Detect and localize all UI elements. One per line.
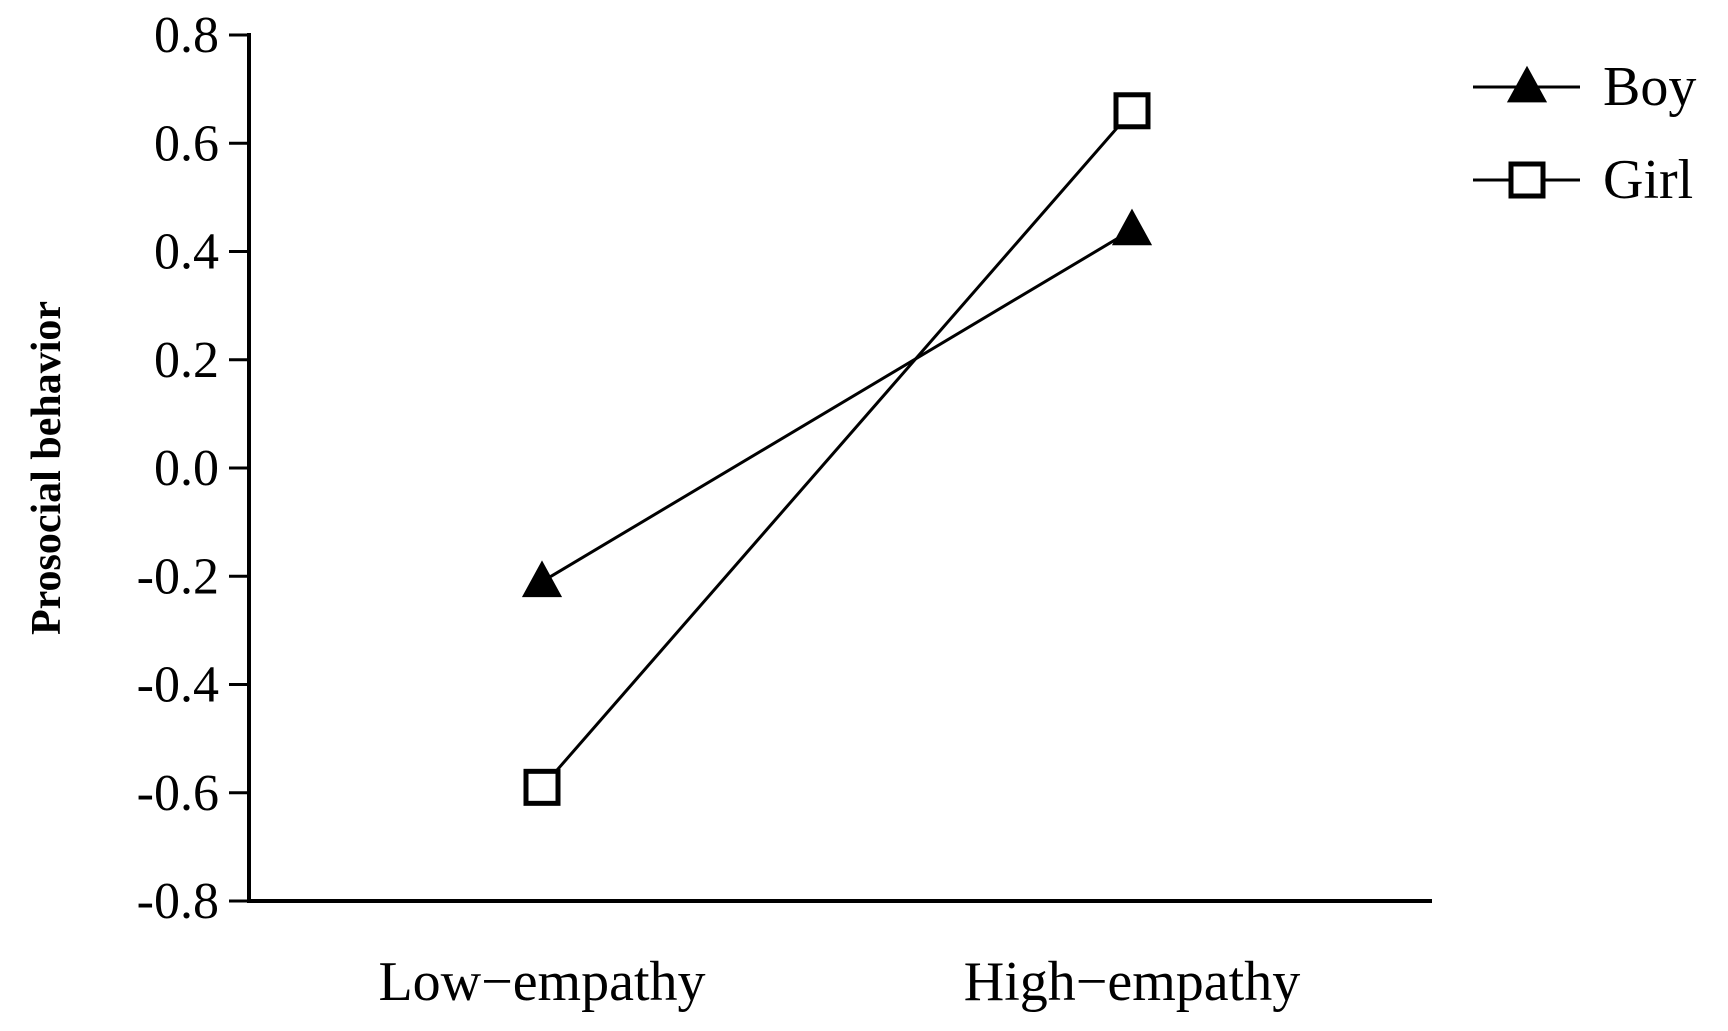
x-category-label: High−empathy <box>964 951 1300 1013</box>
legend-marker-boy <box>1506 65 1548 103</box>
data-point-girl <box>1113 92 1151 130</box>
y-tick-label: 0.2 <box>154 332 219 389</box>
y-tick-label: -0.8 <box>137 873 219 930</box>
series-line-girl <box>540 109 1134 789</box>
legend-label-girl: Girl <box>1603 149 1693 211</box>
y-tick-label: 0.0 <box>154 440 219 497</box>
y-tick-label: 0.6 <box>154 115 219 172</box>
data-point-boy <box>1111 208 1153 246</box>
legend-marker-girl <box>1508 161 1546 199</box>
y-tick-label: -0.6 <box>137 765 219 822</box>
x-axis-labels: Low−empathy High−empathy <box>378 951 1300 1013</box>
y-tick-label: 0.4 <box>154 224 219 281</box>
y-axis-ticks: 0.8 0.6 0.4 0.2 0.0 -0.2 -0.4 -0.6 -0.8 <box>137 7 249 930</box>
y-tick-label: -0.2 <box>137 548 219 605</box>
data-point-boy <box>521 560 563 598</box>
legend: Boy Girl <box>1473 56 1696 211</box>
legend-label-boy: Boy <box>1603 56 1696 118</box>
series-lines <box>521 92 1153 806</box>
y-tick-label: -0.4 <box>137 657 219 714</box>
axes <box>247 33 1432 903</box>
data-point-girl <box>523 768 561 806</box>
series-line-boy <box>541 228 1133 583</box>
x-category-label: Low−empathy <box>378 951 705 1013</box>
y-axis-title: Prosocial behavior <box>24 301 70 635</box>
y-tick-label: 0.8 <box>154 7 219 64</box>
